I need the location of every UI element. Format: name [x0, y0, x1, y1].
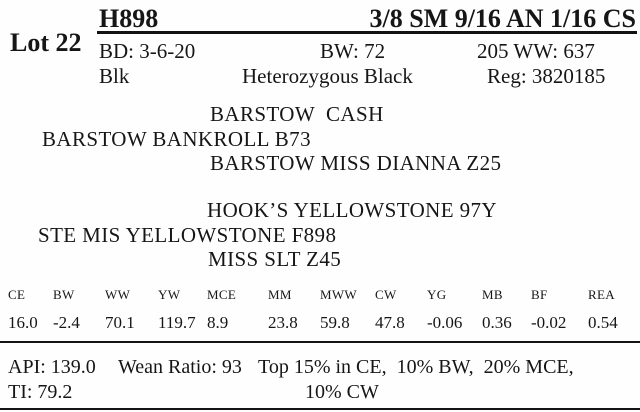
dam-sire-name: HOOK’S YELLOWSTONE 97Y: [207, 198, 497, 222]
header-rule: [97, 31, 637, 34]
epd-header-cell: BW: [53, 287, 75, 302]
footer-rule: [0, 341, 640, 343]
epd-value-cell: 59.8: [320, 313, 350, 332]
epd-value-row: 16.0 -2.4 70.1 119.7 8.9 23.8 59.8 47.8 …: [8, 314, 640, 331]
birth-weight: BW: 72: [320, 39, 386, 63]
adj-weaning-weight: 205 WW: 637: [477, 39, 595, 63]
epd-header-cell: CE: [8, 287, 26, 302]
sire-name: BARSTOW BANKROLL B73: [42, 127, 311, 151]
epd-header-cell: MCE: [207, 287, 237, 302]
birth-date: BD: 3-6-20: [99, 39, 196, 63]
epd-header-cell: MB: [482, 287, 503, 302]
epd-value-cell: 70.1: [105, 313, 135, 332]
registration-number: Reg: 3820185: [487, 64, 606, 88]
epd-header-cell: YW: [158, 287, 181, 302]
epd-value-cell: -2.4: [53, 313, 80, 332]
breed-composition: 3/8 SM 9/16 AN 1/16 CS: [369, 4, 636, 33]
percentile-rank-line2: 10% CW: [305, 381, 379, 403]
epd-header-cell: YG: [427, 287, 447, 302]
api-index: API: 139.0: [8, 356, 96, 378]
epd-value-cell: 0.54: [588, 313, 618, 332]
ti-index: TI: 79.2: [8, 381, 73, 403]
epd-header-cell: MWW: [320, 287, 357, 302]
dam-dam-name: MISS SLT Z45: [208, 247, 342, 271]
epd-value-cell: 23.8: [268, 313, 298, 332]
epd-value-cell: 47.8: [375, 313, 405, 332]
epd-header-cell: BF: [531, 287, 548, 302]
color-code: Blk: [99, 64, 130, 88]
epd-header-row: CE BW WW YW MCE MM MWW CW YG MB BF REA: [8, 288, 640, 301]
epd-header-cell: REA: [588, 287, 615, 302]
epd-header-cell: MM: [268, 287, 292, 302]
epd-value-cell: 8.9: [207, 313, 229, 332]
genotype: Heterozygous Black: [242, 64, 413, 88]
epd-header-cell: CW: [375, 287, 397, 302]
tag-number: H898: [99, 4, 159, 33]
epd-value-cell: -0.06: [427, 313, 463, 332]
epd-value-cell: 16.0: [8, 313, 38, 332]
sire-dam-name: BARSTOW MISS DIANNA Z25: [210, 151, 502, 175]
epd-header-cell: WW: [105, 287, 131, 302]
epd-value-cell: 0.36: [482, 313, 512, 332]
bottom-rule: [0, 408, 640, 410]
wean-ratio: Wean Ratio: 93: [118, 356, 242, 378]
epd-value-cell: 119.7: [158, 313, 196, 332]
epd-value-cell: -0.02: [531, 313, 567, 332]
sire-sire-name: BARSTOW CASH: [210, 102, 384, 126]
percentile-rank-line1: Top 15% in CE, 10% BW, 20% MCE,: [258, 356, 574, 378]
dam-name: STE MIS YELLOWSTONE F898: [38, 223, 337, 247]
lot-number: Lot 22: [10, 28, 82, 57]
